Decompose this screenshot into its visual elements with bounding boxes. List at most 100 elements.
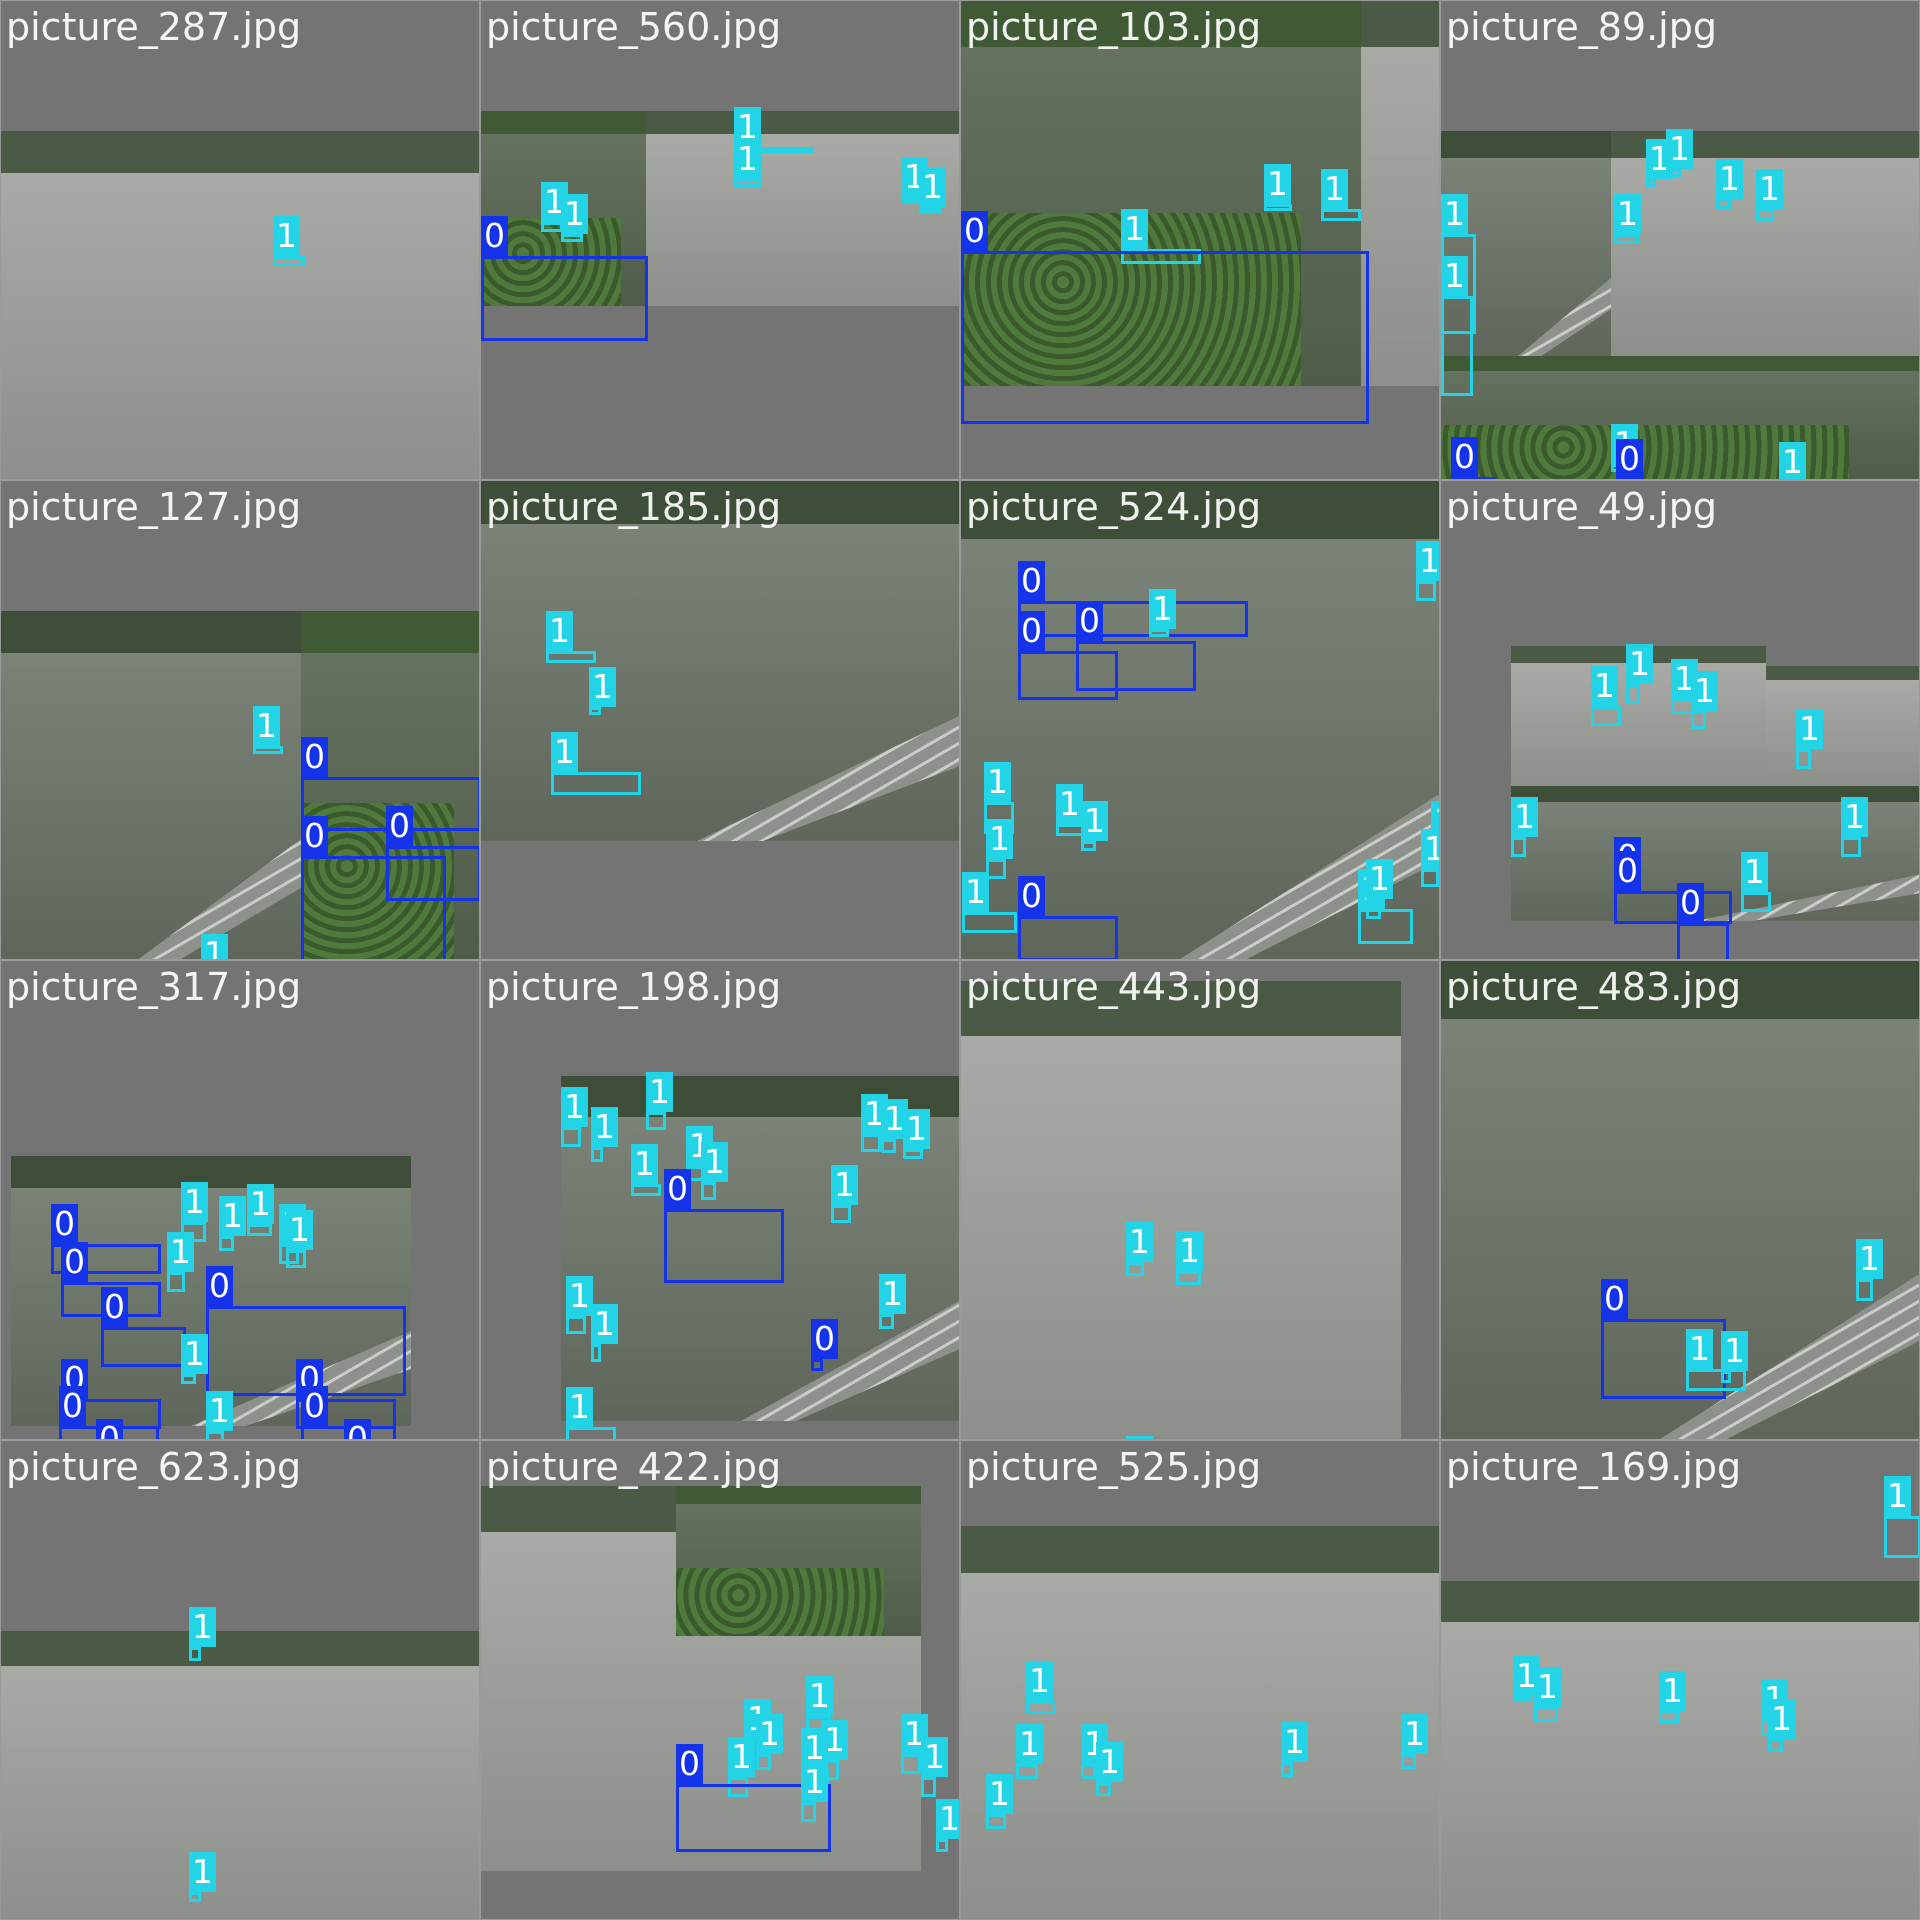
water-surface <box>1 173 480 480</box>
detection-box-class-1: 1 <box>962 912 1017 933</box>
detection-box-class-1: 1 <box>1884 1516 1920 1558</box>
class-label: 1 <box>806 1676 833 1716</box>
detection-box-class-1: 1 <box>631 1184 661 1196</box>
mosaic-tile: 1 1 1 1 1 1 1 1 0 1 1 1 1 1 1 0 picture_198.jpg <box>480 960 960 1440</box>
mosaic-tile: 1 0 0 0 1 picture_127.jpg <box>0 480 480 960</box>
detection-box-class-1: 1 <box>566 1427 616 1440</box>
detection-box-class-1: 1 <box>219 1236 234 1251</box>
image-filename: picture_524.jpg <box>966 485 1261 529</box>
water-surface <box>1361 47 1440 386</box>
image-filename: picture_89.jpg <box>1446 5 1717 49</box>
class-label: 1 <box>1441 194 1468 234</box>
class-label: 0 <box>1451 437 1478 477</box>
class-label: 0 <box>301 816 328 856</box>
detection-box-class-1: 1 <box>189 1647 201 1661</box>
detection-box-class-1: 1 <box>1614 234 1639 244</box>
photo-region <box>1 131 480 480</box>
class-label: 1 <box>1841 797 1868 837</box>
detection-box-class-1: 1 <box>1281 1762 1293 1777</box>
detection-box-class-1: 1 <box>1441 234 1476 334</box>
class-label: 1 <box>561 194 588 234</box>
class-label: 1 <box>201 934 228 960</box>
class-label: 1 <box>546 611 573 651</box>
shoreline <box>1441 356 1920 371</box>
image-filename: picture_422.jpg <box>486 1445 781 1489</box>
class-label: 1 <box>801 1762 828 1802</box>
image-filename: picture_49.jpg <box>1446 485 1717 529</box>
detection-box-class-1: 1 <box>1756 209 1774 221</box>
mosaic-tile: 1111picture_443.jpg <box>960 960 1440 1440</box>
class-label: 0 <box>1677 883 1704 923</box>
photo-region <box>1 1631 480 1920</box>
detection-box-class-0: 0 <box>1076 641 1196 691</box>
class-label: 1 <box>1416 541 1440 581</box>
detection-box-class-0: 0 <box>1614 891 1732 924</box>
class-label: 1 <box>181 1182 208 1222</box>
class-label: 1 <box>591 1107 618 1147</box>
class-label: 1 <box>591 1304 618 1344</box>
class-label: 1 <box>881 1099 908 1139</box>
image-filename: picture_103.jpg <box>966 5 1261 49</box>
detection-box-class-0: 0 <box>481 256 648 341</box>
image-filename: picture_198.jpg <box>486 965 781 1009</box>
detection-box-class-1: 1 <box>1691 711 1706 729</box>
mosaic-tile: 1 1 1 picture_185.jpg <box>480 480 960 960</box>
class-label: 1 <box>734 139 761 179</box>
detection-box-class-1: 1 <box>181 1374 196 1384</box>
class-label: 1 <box>936 1799 960 1839</box>
detection-box-class-1: 1 <box>1716 199 1731 209</box>
detection-box-class-1: 1 <box>1686 1369 1746 1391</box>
detection-box-class-1: 1 <box>1264 204 1292 211</box>
class-label: 0 <box>51 1204 78 1244</box>
class-label: 1 <box>984 762 1011 802</box>
shoreline <box>1 1631 480 1666</box>
class-label: 1 <box>189 1852 216 1892</box>
detection-box-class-1: 1 <box>167 1272 185 1292</box>
detection-box-class-0: 0 <box>1018 916 1118 960</box>
image-filename: picture_169.jpg <box>1446 1445 1741 1489</box>
detection-box-class-0: 0 <box>811 1359 823 1371</box>
class-label: 1 <box>1026 1661 1053 1701</box>
class-label: 1 <box>1176 1231 1203 1271</box>
class-label: 1 <box>1366 859 1393 899</box>
class-label: 0 <box>1076 601 1103 641</box>
class-label: 1 <box>919 167 946 207</box>
image-filename: picture_483.jpg <box>1446 965 1741 1009</box>
mosaic-tile: 1 1 1 1 1 1 0 picture_560.jpg <box>480 0 960 480</box>
detection-box-class-1: 1 <box>801 1802 816 1822</box>
class-label: 1 <box>1614 194 1641 234</box>
detection-box-class-0: 0 <box>1018 601 1248 637</box>
detection-box-class-1: 1 <box>1841 837 1861 857</box>
photo-region <box>1441 356 1920 480</box>
detection-box-class-1: 1 <box>561 234 583 242</box>
detection-box-class-0: 0 <box>664 1209 784 1283</box>
class-label: 0 <box>1614 851 1641 891</box>
class-label: 1 <box>286 1210 313 1250</box>
shoreline <box>11 1156 411 1188</box>
detection-box-class-1: 1 <box>1796 749 1811 769</box>
mosaic-tile: 11111111011picture_422.jpg <box>480 1440 960 1920</box>
class-label: 0 <box>1601 1279 1628 1319</box>
class-label: 0 <box>961 211 988 251</box>
detection-box-class-1: 1 <box>1646 179 1656 187</box>
class-label: 0 <box>206 1266 233 1306</box>
class-label: 1 <box>189 1607 216 1647</box>
shoreline <box>1766 666 1920 680</box>
detection-box-class-1: 1 <box>566 1316 586 1334</box>
detection-box-class-1: 1 <box>541 222 563 232</box>
shoreline <box>1441 1581 1920 1622</box>
class-label: 1 <box>247 1184 274 1224</box>
class-label: 0 <box>1616 439 1643 479</box>
detection-box-class-1: 1 <box>919 207 941 213</box>
mosaic-tile: 111011100010000001picture_317.jpg <box>0 960 480 1440</box>
detection-box-class-1: 1 <box>831 1205 851 1223</box>
mosaic-tile: 1 1 1 0 picture_103.jpg <box>960 0 1440 480</box>
detection-box-class-1: 1 <box>1401 1754 1416 1769</box>
detection-box-class-1: 1 <box>1016 1764 1038 1779</box>
detection-box-class-1: 1 <box>921 1777 936 1797</box>
detection-box-class-1: 1 <box>903 1149 923 1159</box>
class-label: 1 <box>921 1737 948 1777</box>
mosaic-tile: 10110picture_483.jpg <box>1440 960 1920 1440</box>
class-label: 1 <box>986 819 1013 859</box>
